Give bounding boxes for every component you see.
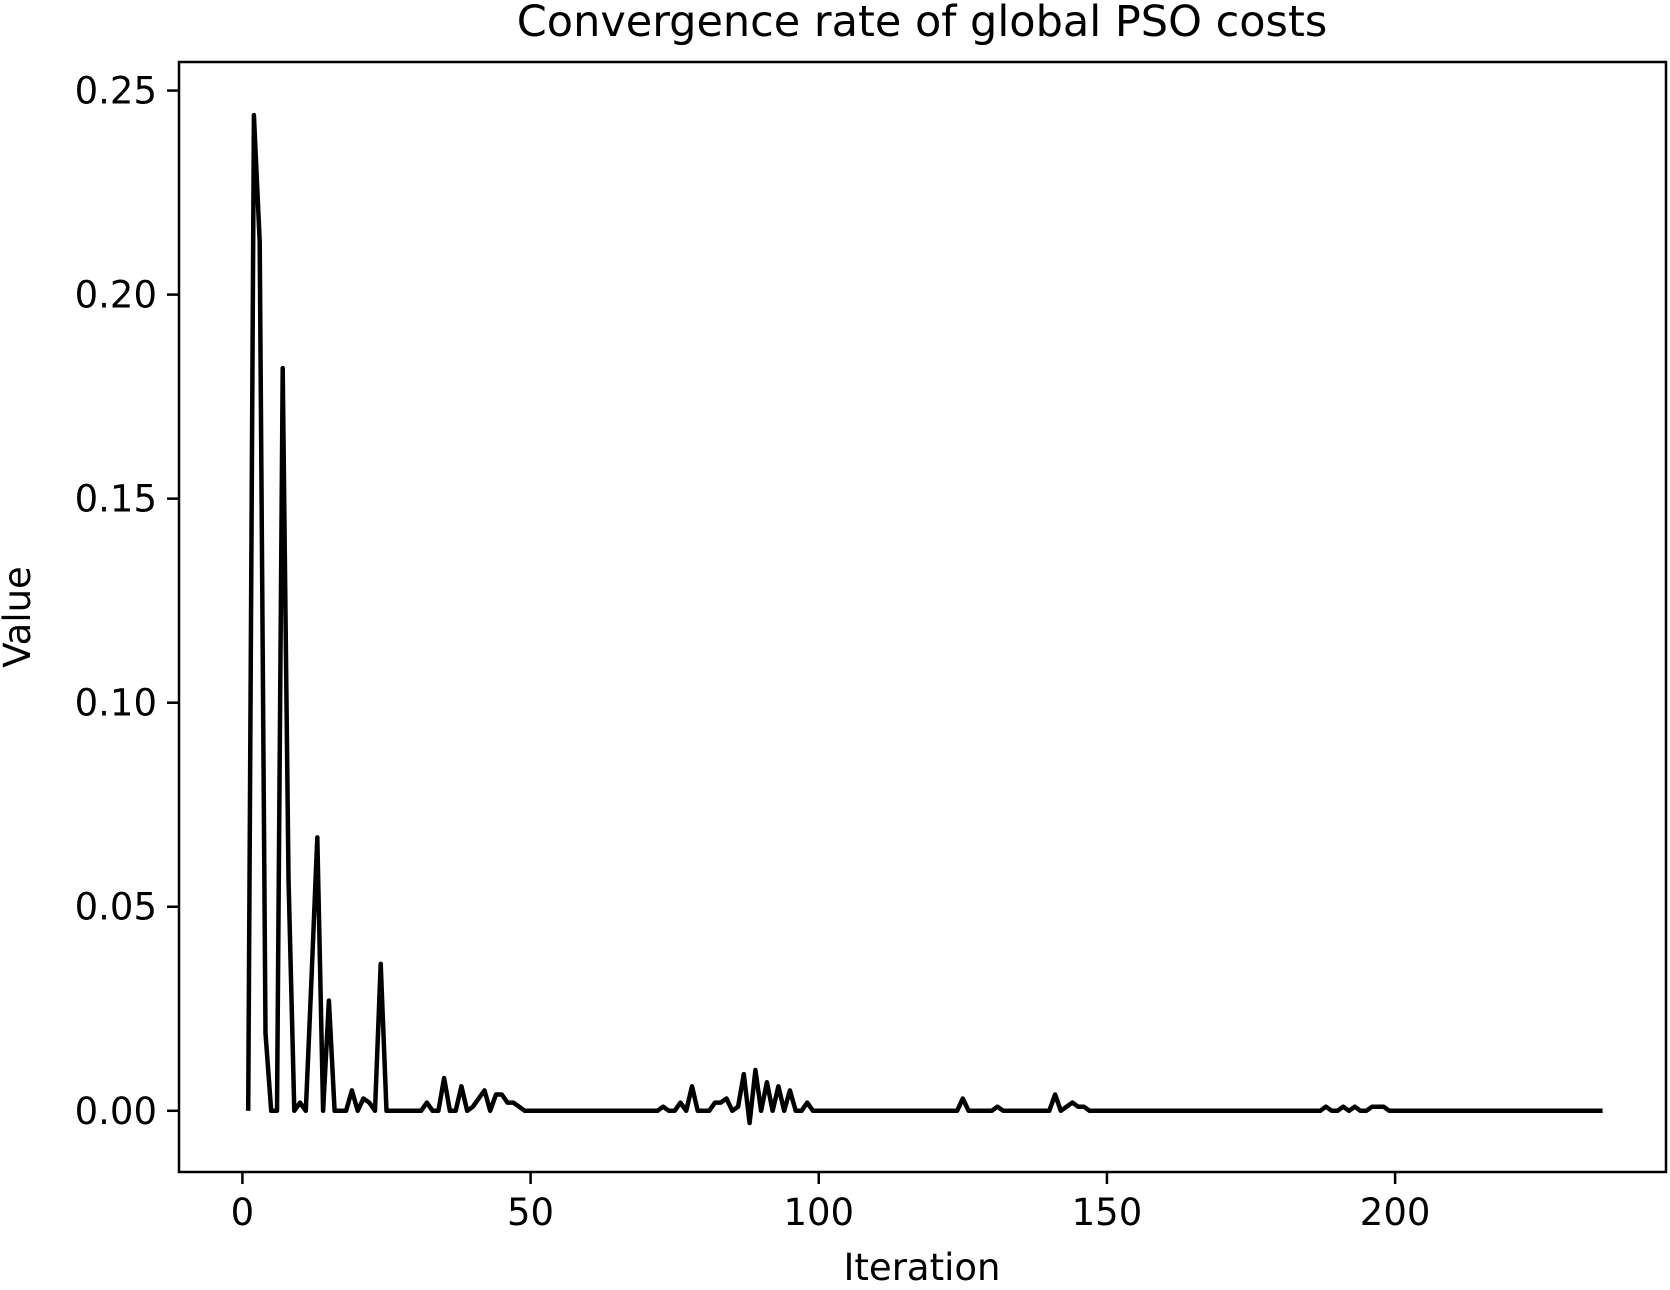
x-axis-label: Iteration	[844, 1246, 1001, 1289]
x-tick-label: 0	[231, 1191, 255, 1234]
x-tick-label: 50	[507, 1191, 554, 1234]
series-line	[245, 112, 1603, 1126]
y-tick-label: 0.15	[75, 478, 157, 521]
x-tick-label: 200	[1360, 1191, 1431, 1234]
y-axis: 0.00 0.05 0.10 0.15 0.20 0.25	[75, 70, 179, 1133]
y-tick-label: 0.20	[75, 274, 157, 317]
y-axis-label: Value	[0, 566, 39, 668]
x-axis: 0 50 100 150 200	[231, 1172, 1431, 1234]
y-tick-label: 0.00	[75, 1090, 157, 1133]
x-tick-label: 150	[1072, 1191, 1143, 1234]
chart-title: Convergence rate of global PSO costs	[517, 0, 1327, 47]
y-tick-label: 0.10	[75, 682, 157, 725]
y-tick-label: 0.25	[75, 70, 157, 113]
y-tick-label: 0.05	[75, 886, 157, 929]
plot-frame	[177, 60, 1668, 1174]
x-tick-label: 100	[783, 1191, 854, 1234]
